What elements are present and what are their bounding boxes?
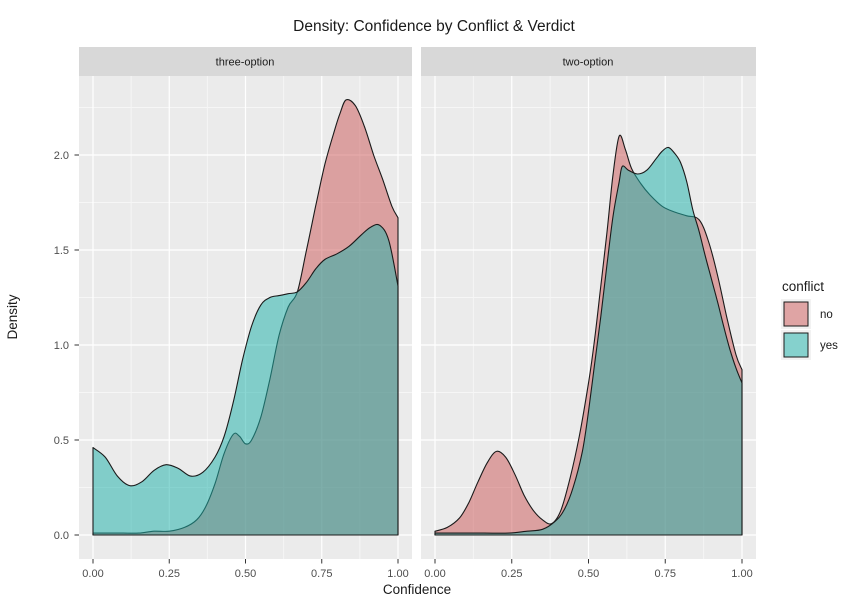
y-tick-label: 1.0 xyxy=(54,340,69,352)
legend-key-yes xyxy=(783,332,809,358)
legend-label-no: no xyxy=(820,309,833,321)
x-tick-label: 1.00 xyxy=(387,568,408,580)
x-tick-label: 0.50 xyxy=(235,568,256,580)
x-tick-label: 0.25 xyxy=(501,568,522,580)
legend-key-no xyxy=(783,301,809,327)
x-tick-label: 0.75 xyxy=(311,568,332,580)
facet-strip-right xyxy=(421,47,756,76)
y-tick-label: 2.0 xyxy=(54,150,69,162)
x-tick-label: 0.50 xyxy=(578,568,599,580)
x-tick-label: 0.00 xyxy=(424,568,445,580)
y-tick-label: 0.0 xyxy=(54,530,69,542)
legend-title: conflict xyxy=(782,279,824,294)
facet-strip-left xyxy=(79,47,412,76)
chart-title: Density: Confidence by Conflict & Verdic… xyxy=(293,18,575,35)
plot-content: 0.00 0.25 0.50 0.75 1.00 0.00 0.25 0.50 0.75 1.00… xyxy=(54,76,756,580)
density-area-yes xyxy=(92,223,399,536)
x-tick-label: 1.00 xyxy=(731,568,752,580)
x-tick-label: 0.25 xyxy=(159,568,180,580)
facet-label-two-option: two-option xyxy=(563,57,614,69)
density-area-yes xyxy=(434,146,743,536)
x-axis-title: Confidence xyxy=(383,582,451,597)
x-tick-label: 0.00 xyxy=(82,568,103,580)
facet-label-three-option: three-option xyxy=(216,57,275,69)
y-tick-label: 1.5 xyxy=(54,245,69,257)
legend-label-yes: yes xyxy=(820,340,838,352)
x-tick-label: 0.75 xyxy=(655,568,676,580)
y-tick-label: 0.5 xyxy=(54,435,69,447)
y-axis-title: Density xyxy=(5,294,20,339)
legend: conflict no yes xyxy=(781,279,838,360)
